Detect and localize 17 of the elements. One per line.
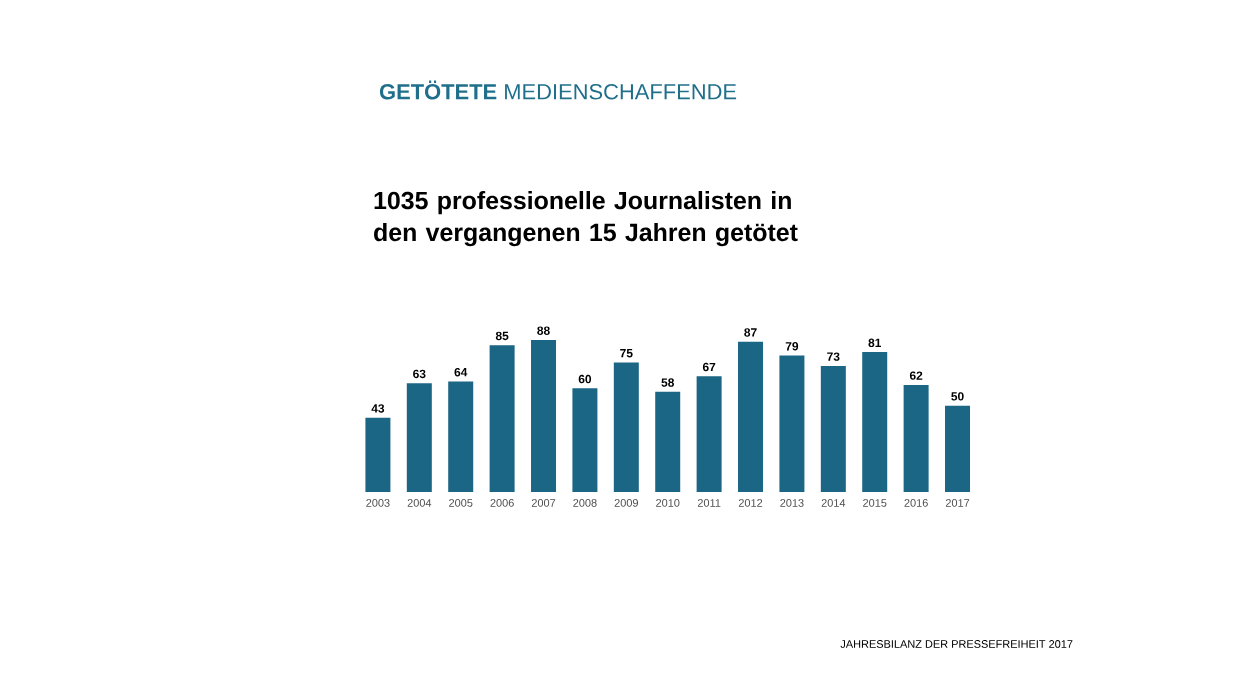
chart-title: GETÖTETE MEDIENSCHAFFENDE [379, 80, 737, 100]
chart-subtitle: 1035 professionelle Journalisten in den vergangenen 15 Jahren getötet [374, 191, 798, 247]
bar [903, 384, 929, 492]
bar [862, 352, 888, 492]
bar [365, 417, 391, 492]
bar [779, 355, 805, 492]
bar [572, 388, 598, 492]
bar [738, 341, 764, 492]
bar [613, 362, 639, 492]
bar [448, 381, 474, 492]
bar [655, 391, 681, 492]
bar [945, 405, 971, 492]
bar [531, 340, 557, 492]
bar [696, 376, 722, 492]
bar [406, 383, 432, 492]
bar [820, 365, 846, 492]
bar [489, 345, 515, 492]
